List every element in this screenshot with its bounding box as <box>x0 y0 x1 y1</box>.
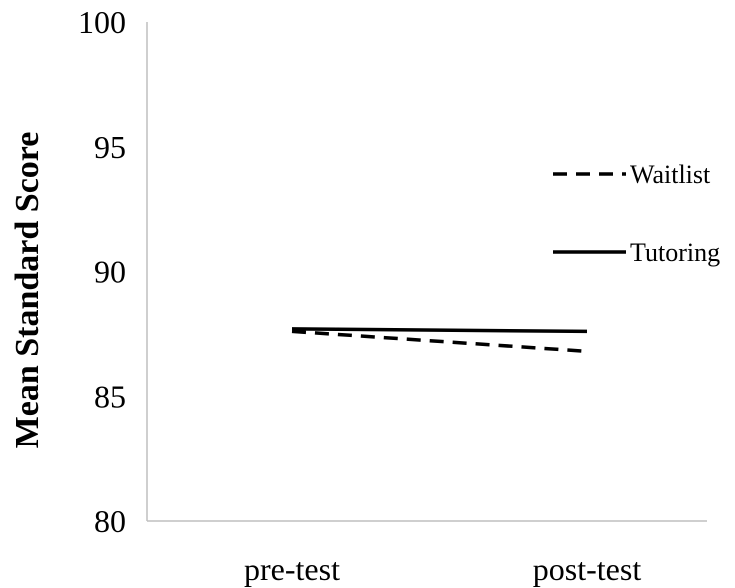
y-tick-label: 100 <box>78 4 126 40</box>
legend-label-waitlist: Waitlist <box>630 160 711 189</box>
x-tick-label: post-test <box>533 551 642 587</box>
legend: Waitlist Tutoring <box>553 160 720 267</box>
series-lines <box>291 327 588 354</box>
x-tick-label: pre-test <box>244 551 340 587</box>
legend-label-tutoring: Tutoring <box>630 238 720 267</box>
y-tick-label: 95 <box>94 129 126 165</box>
y-tick-label: 90 <box>94 254 126 290</box>
y-axis-title-group: Mean Standard Score <box>9 132 46 449</box>
y-tick-labels: 80 85 90 95 100 <box>78 4 126 539</box>
y-axis-title: Mean Standard Score <box>9 132 46 449</box>
series-line-waitlist <box>291 329 588 354</box>
y-tick-label: 80 <box>94 503 126 539</box>
x-tick-labels: pre-test post-test <box>244 551 641 587</box>
y-tick-label: 85 <box>94 378 126 414</box>
series-line-tutoring <box>291 327 588 334</box>
